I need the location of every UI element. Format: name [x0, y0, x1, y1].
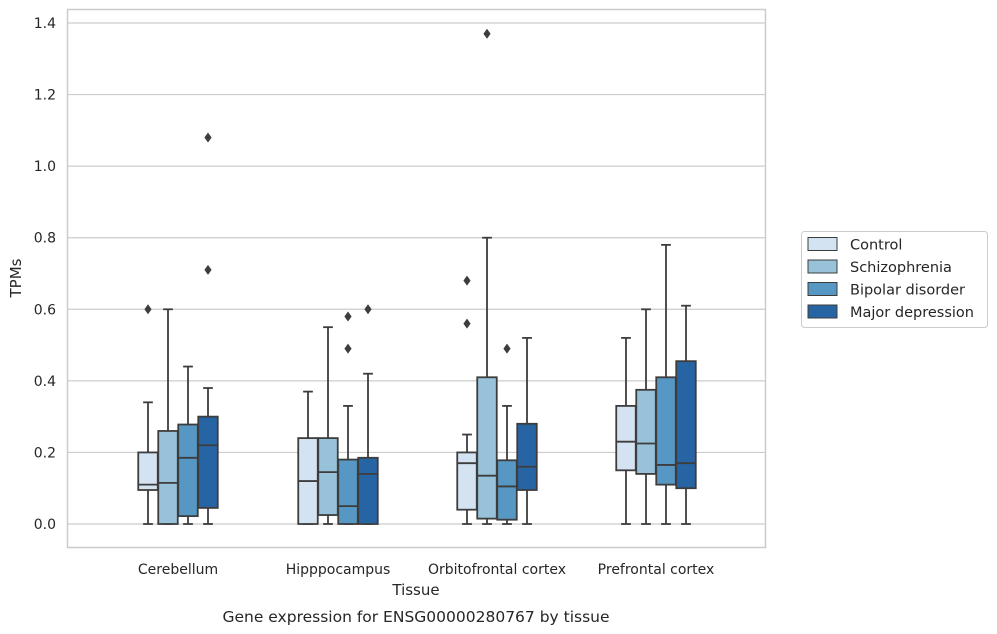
box-iqr — [496, 459, 518, 521]
box-3-0 — [615, 337, 637, 525]
legend-swatch — [807, 237, 838, 251]
figure-caption: Gene expression for ENSG00000280767 by t… — [222, 608, 609, 626]
y-tick-label: 0.8 — [34, 231, 56, 247]
legend-label: Schizophrenia — [850, 260, 952, 276]
y-tick-label: 0.6 — [34, 302, 56, 318]
y-tick-label: 0.0 — [34, 517, 56, 533]
box-iqr — [476, 376, 498, 520]
x-axis-label: Tissue — [391, 581, 439, 599]
legend-label: Major depression — [850, 305, 974, 321]
box-2-1 — [476, 28, 498, 525]
box-iqr — [456, 451, 478, 511]
y-tick-label: 0.2 — [34, 445, 56, 461]
outlier-marker — [503, 343, 511, 354]
y-axis-label: TPMs — [7, 258, 25, 298]
outlier-marker — [344, 311, 352, 322]
legend-frame — [801, 231, 988, 328]
legend-label: Control — [850, 238, 902, 254]
outlier-marker — [364, 304, 372, 315]
box-iqr — [516, 422, 538, 491]
y-tick-label: 1.4 — [34, 16, 56, 32]
legend-swatch — [807, 259, 838, 274]
legend-swatch — [807, 304, 838, 319]
y-tick-labels: 0.0 0.2 0.4 0.6 0.8 1.0 1.2 1.4 — [34, 16, 56, 533]
outlier-marker — [204, 132, 212, 143]
box-iqr — [337, 458, 359, 525]
box-3-1 — [635, 308, 657, 525]
x-tick-labels: Cerebellum Hipppocampus Orbitofrontal cort… — [138, 562, 714, 578]
legend-label: Bipolar disorder — [850, 283, 965, 299]
box-1-0 — [297, 390, 319, 525]
box-iqr — [635, 388, 657, 475]
box-1-1 — [317, 326, 339, 525]
outlier-marker — [204, 264, 212, 275]
box-2-0 — [456, 275, 478, 525]
legend: Control Schizophrenia Bipolar disorder Majo… — [801, 231, 988, 328]
box-1-2 — [337, 311, 359, 525]
outlier-marker — [144, 304, 152, 315]
x-tick-label: Cerebellum — [138, 562, 218, 578]
box-iqr — [197, 415, 219, 509]
box-2-3 — [516, 337, 538, 525]
box-1-3 — [357, 304, 379, 525]
box-0-1 — [157, 308, 179, 525]
outlier-marker — [463, 275, 471, 286]
box-0-2 — [177, 365, 199, 525]
box-3-2 — [655, 243, 677, 525]
legend-items: Control Schizophrenia Bipolar disorder Majo… — [807, 237, 974, 321]
box-iqr — [655, 376, 677, 486]
y-tick-label: 1.2 — [34, 88, 56, 104]
box-0-3 — [197, 132, 219, 525]
box-iqr — [357, 456, 379, 525]
box-iqr — [675, 360, 697, 490]
y-tick-label: 1.0 — [34, 159, 56, 175]
outlier-marker — [483, 28, 491, 39]
box-2-2 — [496, 343, 518, 525]
box-iqr — [317, 437, 339, 516]
outlier-marker — [344, 343, 352, 354]
x-tick-label: Prefrontal cortex — [598, 562, 715, 578]
box-iqr — [615, 405, 637, 472]
x-tick-label: Orbitofrontal cortex — [428, 562, 566, 578]
box-0-0 — [137, 304, 159, 525]
outlier-marker — [463, 318, 471, 329]
box-3-3 — [675, 304, 697, 525]
box-iqr — [177, 423, 199, 518]
box-iqr — [157, 430, 179, 525]
plot-frame — [66, 8, 767, 549]
legend-swatch — [807, 282, 838, 296]
x-tick-label: Hipppocampus — [286, 562, 391, 578]
y-tick-label: 0.4 — [34, 374, 56, 390]
boxes — [137, 28, 697, 525]
